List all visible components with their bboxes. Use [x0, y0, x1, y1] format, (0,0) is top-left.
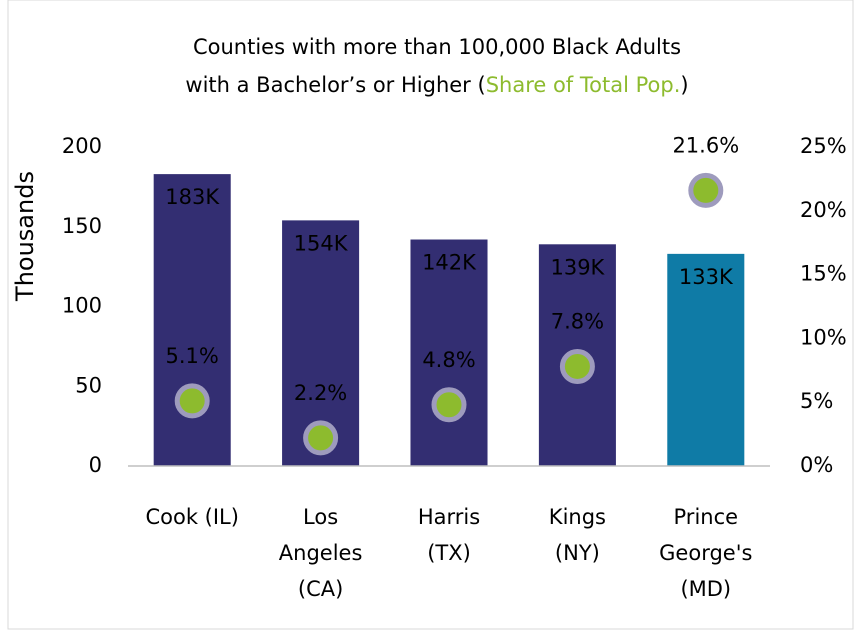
y-tick-label: 150 — [62, 214, 102, 238]
y2-tick-label: 10% — [800, 325, 847, 349]
bar-value-label: 183K — [165, 185, 220, 209]
title-part: with a Bachelor’s or Higher ( — [185, 73, 485, 97]
x-tick-label: (NY) — [555, 541, 600, 565]
bar — [410, 239, 488, 466]
bar-value-label: 142K — [422, 251, 477, 275]
dot — [559, 348, 595, 384]
x-tick-label: (TX) — [427, 541, 471, 565]
chart-title: Counties with more than 100,000 Black Ad… — [193, 35, 681, 59]
dot-value-label: 2.2% — [294, 381, 347, 405]
x-tick-label: Los — [303, 505, 338, 529]
title-highlight: Share of Total Pop. — [486, 73, 681, 97]
y2-tick-label: 25% — [800, 134, 847, 158]
y2-tick-label: 20% — [800, 198, 847, 222]
dot — [174, 383, 210, 419]
y2-tick-label: 0% — [800, 453, 833, 477]
dot-value-label: 4.8% — [422, 348, 475, 372]
dot — [688, 172, 724, 208]
bar — [153, 174, 231, 467]
chart-title-line: with a Bachelor’s or Higher (Share of To… — [185, 73, 688, 97]
x-tick-label: Cook (IL) — [145, 505, 238, 529]
x-tick-label: Angeles — [279, 541, 363, 565]
dot — [303, 420, 339, 456]
dot-value-label: 7.8% — [551, 309, 604, 333]
y2-tick-label: 5% — [800, 389, 833, 413]
y-tick-label: 50 — [75, 373, 102, 397]
dot — [431, 387, 467, 423]
y-axis-label: Thousands — [11, 171, 39, 302]
x-tick-label: Prince — [674, 505, 739, 529]
x-tick-label: (CA) — [298, 577, 343, 601]
dot-value-label: 21.6% — [672, 133, 739, 157]
x-tick-label: Kings — [549, 505, 606, 529]
chart-frame — [7, 0, 854, 630]
y2-tick-label: 15% — [800, 262, 847, 286]
dot-value-label: 5.1% — [166, 344, 219, 368]
y-tick-label: 100 — [62, 294, 102, 318]
x-tick-label: George's — [659, 541, 752, 565]
bar — [667, 253, 745, 466]
title-part: ) — [680, 73, 688, 97]
bar-value-label: 154K — [294, 231, 349, 255]
x-tick-label: Harris — [418, 505, 480, 529]
bar-value-label: 139K — [550, 255, 605, 279]
y-tick-label: 200 — [62, 134, 102, 158]
y-tick-label: 0 — [89, 453, 102, 477]
bar-value-label: 133K — [679, 265, 734, 289]
x-tick-label: (MD) — [680, 577, 731, 601]
